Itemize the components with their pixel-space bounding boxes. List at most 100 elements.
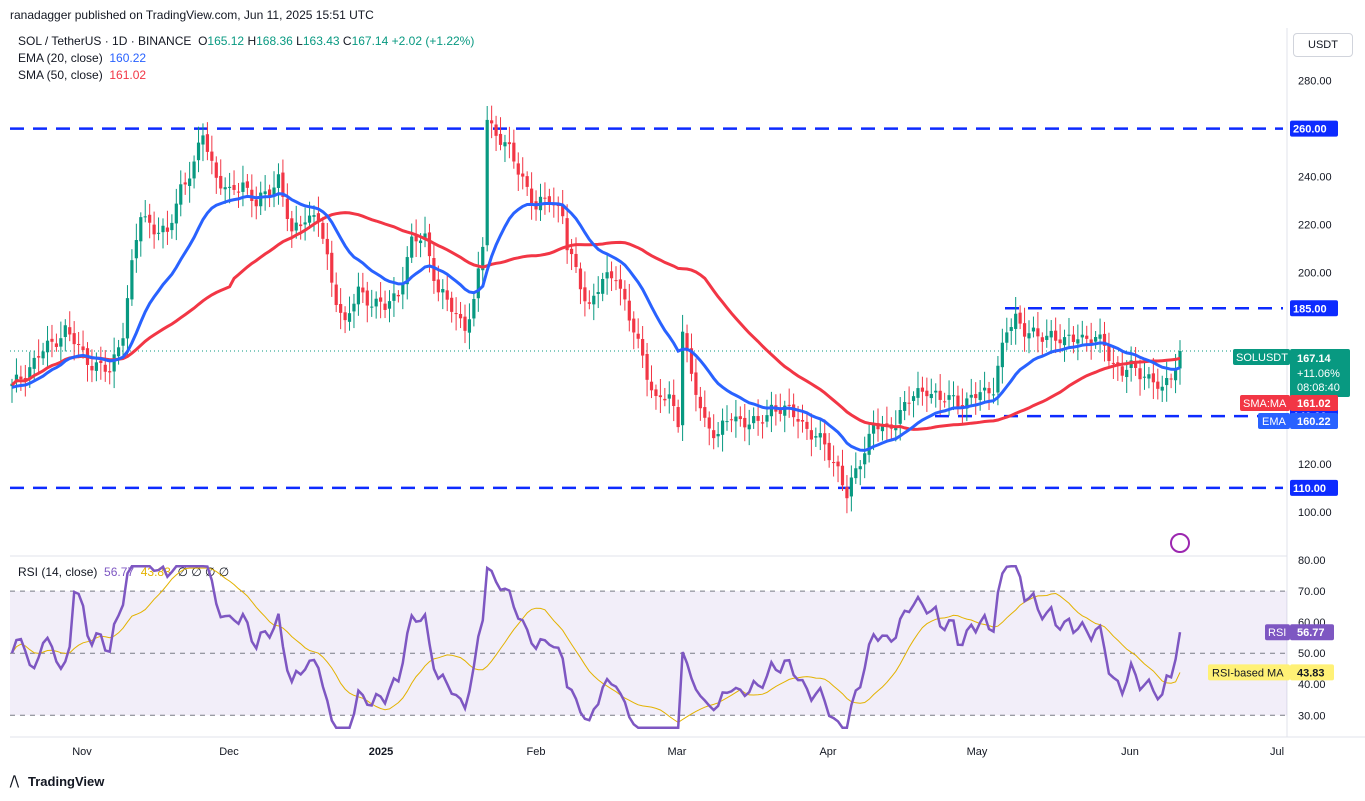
rsi-tick-label: 70.00 <box>1298 586 1326 598</box>
candle-body <box>1151 373 1155 383</box>
candle-body <box>294 222 298 231</box>
candle-body <box>996 365 1000 393</box>
candle-body <box>143 216 147 218</box>
candle-body <box>1054 330 1058 341</box>
sma-legend-value: 161.02 <box>109 68 147 82</box>
candle-body <box>596 292 600 295</box>
candle-body <box>747 424 751 430</box>
candle-body <box>512 142 516 162</box>
candle-body <box>911 396 916 401</box>
candle-body <box>614 280 618 282</box>
tradingview-logo-icon: ⧸⧹ <box>10 774 19 789</box>
candle-body <box>303 222 307 225</box>
candle-body <box>365 290 369 306</box>
candle-body <box>738 416 742 420</box>
candle-body <box>836 461 840 467</box>
candle-body <box>205 134 210 152</box>
candle-body <box>734 416 738 422</box>
candle-body <box>1040 337 1044 342</box>
ema-tag-label-bg <box>1258 413 1290 429</box>
candle-body <box>339 304 343 313</box>
candle-body <box>907 402 911 404</box>
candle-body <box>1000 342 1004 368</box>
candle-body <box>1085 335 1089 339</box>
candle-body <box>307 215 312 223</box>
tradingview-logo[interactable]: ⧸⧹ TradingView <box>10 774 104 790</box>
price-tick-label: 220.00 <box>1298 219 1332 231</box>
candle-body <box>321 222 325 239</box>
candle-body <box>236 191 241 193</box>
candle-body <box>965 398 969 409</box>
candle-body <box>707 417 711 429</box>
ema-tag: 160.22 <box>1297 416 1331 428</box>
high-value: 168.36 <box>256 34 293 48</box>
candle-body <box>1018 312 1022 324</box>
candle-body <box>325 238 329 255</box>
candle-body <box>1147 374 1151 379</box>
time-axis-label: Dec <box>219 746 239 758</box>
candle-body <box>192 161 196 179</box>
candle-body <box>685 333 689 349</box>
rsi-ma-tag-label-bg <box>1208 664 1290 681</box>
candle-body <box>316 213 321 222</box>
candle-body <box>414 234 418 242</box>
candle-body <box>90 365 94 371</box>
candle-body <box>183 182 187 185</box>
candle-body <box>1022 323 1027 337</box>
candle-body <box>609 271 614 279</box>
candle-body <box>290 218 294 232</box>
candle-body <box>272 187 276 197</box>
candle-body <box>987 388 991 394</box>
candle-body <box>1014 313 1018 329</box>
sma-tag-label-bg <box>1240 395 1290 411</box>
candle-body <box>929 393 933 399</box>
candle-body <box>1009 327 1013 331</box>
candle-body <box>210 151 214 161</box>
candle-body <box>729 419 734 421</box>
candle-body <box>667 394 671 399</box>
candle-body <box>1125 369 1129 378</box>
candle-body <box>418 240 423 244</box>
ema-tag-label: EMA <box>1262 416 1287 428</box>
candle-body <box>867 433 871 455</box>
candle-body <box>445 290 449 300</box>
candle-body <box>116 347 121 357</box>
candle-body <box>720 420 725 435</box>
candle-body <box>161 225 165 233</box>
candle-body <box>379 297 383 302</box>
candle-body <box>636 333 640 339</box>
candle-body <box>201 135 205 145</box>
candle-body <box>956 395 960 407</box>
candle-body <box>982 387 987 391</box>
candle-body <box>947 395 951 400</box>
symbol-name[interactable]: SOL / TetherUS · 1D · BINANCE <box>18 34 192 48</box>
candle-body <box>99 360 103 363</box>
candle-body <box>281 172 285 197</box>
sma-tag: 161.02 <box>1297 398 1331 410</box>
candle-body <box>543 197 547 199</box>
change-value: +2.02 (+1.22%) <box>391 34 475 48</box>
rsi-tag-label: RSI <box>1268 627 1286 639</box>
candle-body <box>50 338 54 342</box>
sma-line <box>10 211 1181 431</box>
candle-body <box>854 468 858 479</box>
candle-body <box>1107 344 1111 362</box>
candle-body <box>476 268 480 299</box>
ema-legend[interactable]: EMA (20, close) 160.22 <box>18 51 146 65</box>
candle-body <box>587 302 591 304</box>
candle-body <box>285 198 289 220</box>
candle-body <box>37 356 41 358</box>
candle-body <box>299 224 303 227</box>
currency-button[interactable]: USDT <box>1293 33 1353 57</box>
sma-legend[interactable]: SMA (50, close) 161.02 <box>18 68 146 82</box>
time-axis-label: Jul <box>1270 746 1284 758</box>
candle-body <box>148 214 152 223</box>
ema-legend-label: EMA (20, close) <box>18 51 103 65</box>
candle-body <box>1071 334 1076 342</box>
rsi-tick-label: 50.00 <box>1298 648 1326 660</box>
candle-body <box>347 313 352 322</box>
candle-body <box>623 288 627 300</box>
open-label: O <box>198 34 208 48</box>
rsi-tag-label-bg <box>1265 624 1290 641</box>
